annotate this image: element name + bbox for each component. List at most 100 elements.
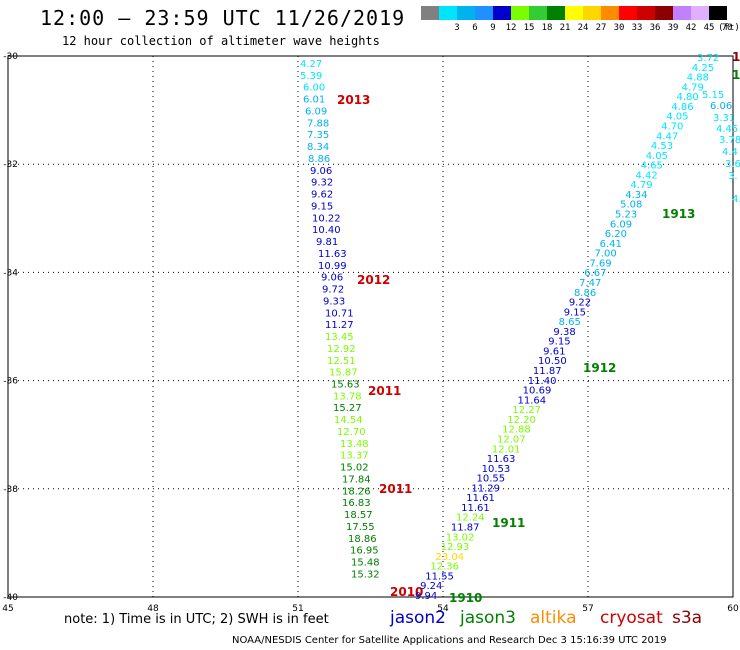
wave-height-reading: 10.69 <box>523 386 552 397</box>
legend-swatch <box>619 6 637 20</box>
wave-height-reading: 9.62 <box>311 190 333 201</box>
legend-swatch <box>583 6 601 20</box>
wave-height-reading: 7.00 <box>594 249 616 260</box>
wave-height-reading: 4.47 <box>656 131 678 142</box>
wave-height-reading: 13.37 <box>340 451 369 462</box>
wave-height-reading: 9.15 <box>311 201 333 212</box>
wave-height-reading: 16.95 <box>350 546 379 557</box>
legend-swatch <box>439 6 457 20</box>
wave-height-reading: 4.45 <box>716 124 738 135</box>
lat-tick-label: -32 <box>3 160 18 170</box>
wave-height-reading: 5.15 <box>702 90 724 101</box>
pass-time-label: 2011 <box>368 384 401 398</box>
legend-swatch <box>601 6 619 20</box>
pass-time-label: 1 <box>732 50 740 64</box>
wave-height-reading: 9.61 <box>543 346 565 357</box>
wave-height-reading: 9.06 <box>310 166 332 177</box>
wave-height-reading: 11.40 <box>528 376 557 387</box>
wave-height-reading: 10.40 <box>312 225 341 236</box>
legend-label: 6 <box>472 23 478 33</box>
wave-height-reading: 13.48 <box>340 439 369 450</box>
wave-height-reading: 8.86 <box>308 154 330 165</box>
pass-time-label: 2010 <box>390 585 423 599</box>
wave-height-reading: 18.57 <box>344 510 373 521</box>
wave-height-reading: 11.63 <box>487 454 516 465</box>
wave-height-reading: 7.69 <box>589 258 611 269</box>
wave-height-reading: 7.47 <box>579 278 601 289</box>
wave-height-reading: 12.20 <box>507 415 536 426</box>
legend-swatch <box>511 6 529 20</box>
wave-height-reading: 12.01 <box>492 444 521 455</box>
wave-height-reading: 14.54 <box>334 415 363 426</box>
legend-swatch <box>529 6 547 20</box>
legend-label: 3 <box>454 23 460 33</box>
lon-tick-label: 51 <box>292 604 303 614</box>
lon-tick-label: 54 <box>437 604 449 614</box>
lon-tick-label: 45 <box>2 604 13 614</box>
wave-height-reading: 12.51 <box>327 356 356 367</box>
wave-height-reading: 4.34 <box>625 190 647 201</box>
legend-swatch <box>475 6 493 20</box>
wave-height-reading: 3.31 <box>713 113 735 124</box>
wave-height-reading: 4.27 <box>300 59 322 70</box>
wave-height-reading: 4.79 <box>682 82 704 93</box>
wave-height-reading: 9.22 <box>569 298 591 309</box>
wave-height-reading: 11.64 <box>518 395 547 406</box>
wave-height-reading: 4.25 <box>692 63 714 74</box>
wave-height-reading: 4.53 <box>651 141 673 152</box>
wave-height-reading: 15.32 <box>351 569 380 580</box>
wave-height-reading: 18.26 <box>342 486 371 497</box>
wave-height-reading: 12.92 <box>327 344 356 355</box>
legend-label: 15 <box>523 23 535 33</box>
pass-time-label: 2012 <box>357 273 390 287</box>
wave-height-reading: 6.20 <box>605 229 627 240</box>
wave-height-reading: 4.65 <box>641 161 663 172</box>
satellite-label-altika: altika <box>530 608 577 628</box>
wave-height-reading: 6.09 <box>305 106 327 117</box>
wave-height-reading: 15.27 <box>333 403 362 414</box>
wave-height-reading: 9.33 <box>323 296 345 307</box>
legend-label: 42 <box>685 23 697 33</box>
wave-height-reading: 11.55 <box>425 571 454 582</box>
wave-height-reading: 10.22 <box>312 213 341 224</box>
wave-height-reading: 11.87 <box>451 523 480 534</box>
legend-label: 70 <box>721 23 733 33</box>
wave-height-reading: 9.32 <box>311 178 333 189</box>
wave-height-reading: 6.00 <box>303 83 325 94</box>
wave-height-reading: 5.23 <box>615 210 637 221</box>
wave-height-reading: 8.86 <box>574 288 596 299</box>
legend-swatch <box>421 6 439 20</box>
wave-height-reading: 12.24 <box>456 513 485 524</box>
wave-height-reading: 5.39 <box>300 71 322 82</box>
wave-height-reading: 7.88 <box>307 118 329 129</box>
lat-tick-label: -30 <box>3 52 18 62</box>
wave-height-reading: 4.70 <box>661 121 683 132</box>
wave-height-reading: 10.53 <box>482 464 511 475</box>
wave-height-reading: 9.15 <box>564 307 586 318</box>
legend-swatch <box>673 6 691 20</box>
lat-tick-label: -36 <box>3 377 18 387</box>
wave-height-reading: 9.38 <box>553 327 575 338</box>
lat-tick-label: -34 <box>3 268 18 278</box>
page-title: 12:00 – 23:59 UTC 11/26/2019 <box>40 6 406 30</box>
wave-height-reading: 12.27 <box>512 405 541 416</box>
wave-height-reading: 17.84 <box>342 474 371 485</box>
legend-label: 27 <box>595 23 607 33</box>
wave-height-reading: 16.83 <box>342 498 371 509</box>
wave-height-reading: 11.63 <box>318 249 347 260</box>
legend-label: 21 <box>559 23 571 33</box>
lon-tick-label: 60 <box>727 604 739 614</box>
wave-height-reading: 6.06 <box>710 101 732 112</box>
wave-height-reading: 12.88 <box>502 425 531 436</box>
pass-time-label: 1910 <box>449 591 482 605</box>
wave-height-reading: 12.93 <box>441 542 470 553</box>
pass-time-label: 2013 <box>337 93 370 107</box>
wave-height-reading: 3. <box>728 171 738 182</box>
page-subtitle: 12 hour collection of altimeter wave hei… <box>62 34 380 48</box>
lat-tick-label: -40 <box>3 593 18 603</box>
legend-swatch <box>547 6 565 20</box>
wave-height-reading: 10.50 <box>538 356 567 367</box>
wave-height-reading: 13.78 <box>333 391 362 402</box>
